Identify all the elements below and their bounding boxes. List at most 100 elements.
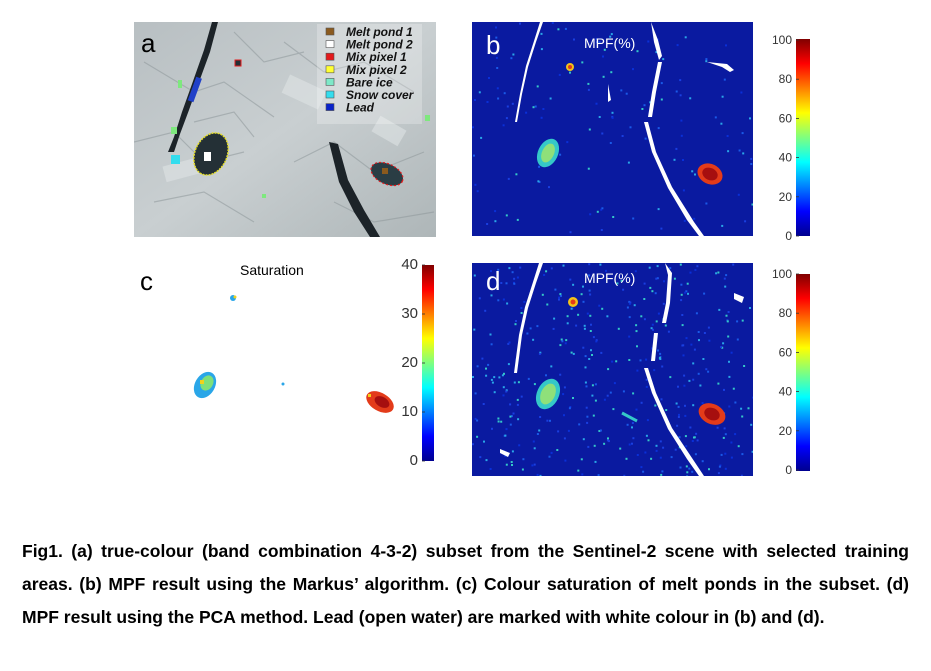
map-speckle (660, 398, 663, 401)
map-speckle (655, 51, 658, 54)
map-speckle (474, 392, 477, 395)
map-speckle (562, 264, 565, 267)
map-speckle (649, 101, 652, 104)
map-speckle (595, 340, 598, 343)
colorbar-tick-label: 0 (785, 463, 792, 477)
map-speckle (741, 453, 744, 456)
map-speckle (722, 436, 725, 439)
map-speckle (693, 217, 696, 220)
map-speckle (684, 414, 687, 417)
map-speckle (697, 372, 700, 375)
map-speckle (699, 384, 702, 387)
map-speckle (509, 403, 512, 406)
map-speckle (698, 339, 700, 342)
map-speckle (682, 189, 685, 192)
map-speckle (721, 346, 724, 349)
map-speckle (545, 270, 548, 273)
map-speckle (566, 315, 569, 318)
map-speckle (563, 414, 565, 417)
map-speckle (526, 332, 529, 335)
map-speckle (569, 71, 571, 74)
map-speckle (612, 408, 615, 411)
map-speckle (515, 320, 517, 322)
map-speckle (611, 116, 614, 119)
map-speckle (653, 369, 656, 372)
map-speckle (488, 77, 490, 79)
map-speckle (495, 56, 498, 59)
legend-swatch (325, 40, 335, 48)
map-speckle (540, 116, 543, 119)
map-speckle (564, 342, 567, 345)
map-speckle (694, 453, 697, 456)
map-speckle (725, 44, 727, 47)
map-speckle (628, 359, 631, 361)
legend-swatch (325, 78, 335, 86)
map-speckle (734, 401, 737, 404)
map-speckle (606, 439, 609, 442)
map-speckle (662, 302, 665, 305)
map-speckle (536, 325, 539, 328)
map-speckle (476, 365, 479, 368)
map-speckle (563, 437, 566, 440)
panel-d-title: MPF(%) (584, 270, 636, 286)
panel-b-map (472, 22, 753, 236)
map-speckle (489, 468, 492, 470)
map-speckle (647, 40, 650, 43)
figure-caption: Fig1. (a) true-colour (band combination … (22, 541, 909, 627)
map-speckle (679, 94, 682, 97)
map-speckle (724, 285, 727, 288)
map-speckle (695, 312, 698, 315)
map-speckle (663, 280, 665, 283)
map-speckle (507, 363, 510, 366)
map-speckle (676, 44, 679, 47)
legend-label: Snow cover (346, 88, 415, 102)
map-speckle (505, 282, 508, 285)
map-speckle (506, 105, 509, 108)
map-speckle (502, 386, 505, 389)
map-speckle (720, 122, 723, 125)
map-speckle (692, 404, 695, 407)
map-speckle (472, 126, 474, 129)
map-speckle (680, 119, 683, 122)
panel-b-title: MPF(%) (584, 35, 636, 51)
map-speckle (636, 369, 639, 372)
map-speckle (673, 158, 676, 161)
map-speckle (588, 289, 591, 292)
map-speckle (694, 268, 697, 271)
map-speckle (516, 218, 519, 221)
map-speckle (536, 473, 539, 476)
map-speckle (650, 327, 653, 330)
map-speckle (641, 108, 644, 110)
map-speckle (511, 450, 514, 453)
map-speckle (726, 320, 729, 323)
panel-a-image (134, 22, 436, 237)
map-speckle (516, 398, 519, 401)
map-speckle (728, 375, 731, 378)
map-speckle (577, 313, 580, 316)
map-speckle (680, 134, 683, 137)
map-speckle (517, 418, 520, 421)
map-speckle (516, 276, 519, 279)
map-speckle (473, 328, 476, 331)
map-speckle (490, 294, 493, 297)
map-speckle (557, 28, 560, 31)
map-speckle (623, 474, 626, 476)
map-speckle (599, 429, 602, 432)
map-speckle (682, 354, 685, 357)
map-speckle (657, 127, 660, 130)
map-speckle (598, 304, 601, 307)
map-speckle (655, 277, 658, 280)
map-speckle (588, 128, 591, 131)
map-speckle (601, 307, 604, 310)
map-speckle (572, 352, 575, 355)
map-speckle (649, 286, 652, 289)
map-speckle (652, 328, 654, 331)
map-speckle (654, 404, 657, 407)
map-speckle (551, 22, 554, 24)
map-speckle (485, 459, 488, 462)
map-speckle (529, 327, 532, 330)
map-speckle (588, 358, 591, 360)
map-speckle (476, 435, 479, 438)
map-speckle (603, 398, 606, 401)
map-speckle (490, 270, 492, 273)
